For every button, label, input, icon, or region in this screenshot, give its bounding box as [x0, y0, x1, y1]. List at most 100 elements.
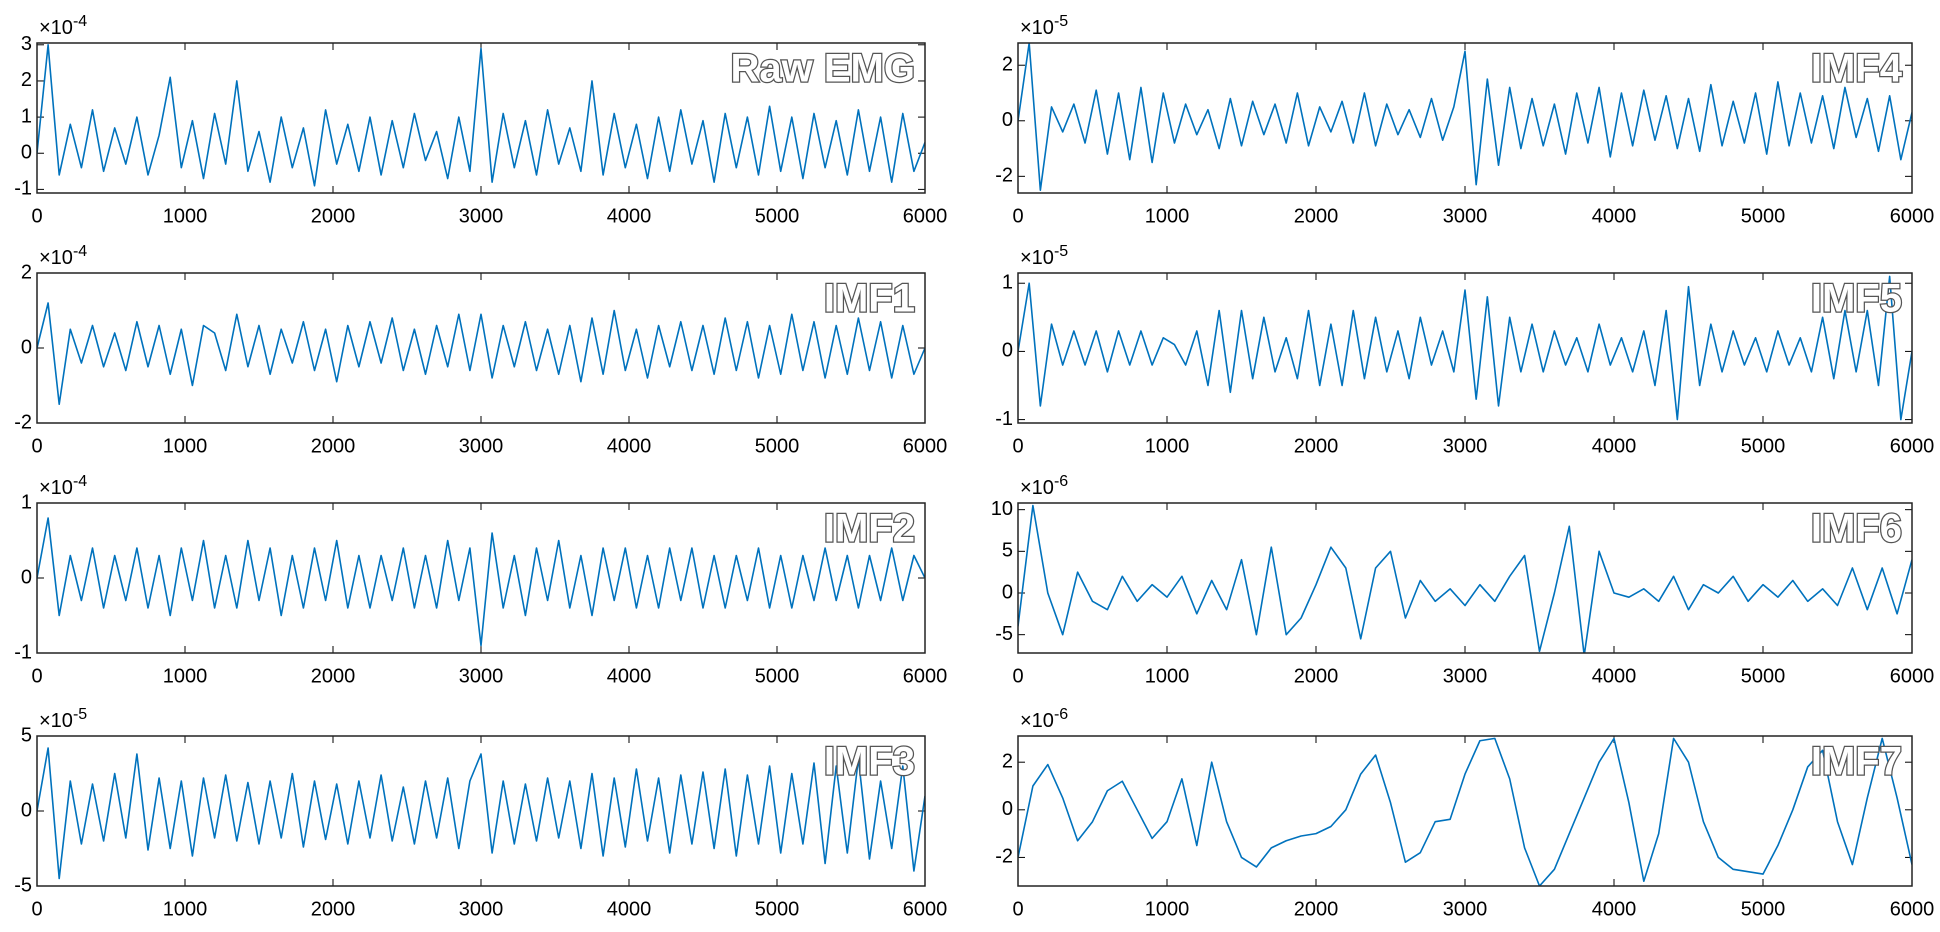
x-tick-label: 6000 — [903, 205, 948, 227]
signal-line — [1018, 43, 1912, 192]
axes-frame — [1017, 42, 1913, 194]
axes-frame — [1017, 502, 1913, 654]
signal-line — [1018, 737, 1912, 886]
y-scale-base: ×10 — [1020, 17, 1054, 39]
y-scale-base: ×10 — [39, 477, 73, 499]
y-scale-exponent: -4 — [73, 473, 87, 490]
axes-frame — [36, 735, 926, 887]
y-tick-label: -2 — [995, 846, 1013, 868]
plot-area — [1018, 737, 1912, 886]
x-tick-label: 0 — [31, 898, 42, 920]
y-tick-label: -1 — [14, 641, 32, 663]
y-scale: ×10-5 — [1020, 13, 1068, 39]
x-tick-label: 5000 — [755, 205, 800, 227]
y-tick-label: 1 — [21, 105, 32, 127]
x-tick-label: 2000 — [311, 205, 356, 227]
y-tick-label: -1 — [995, 408, 1013, 430]
y-scale-base: ×10 — [39, 710, 73, 732]
y-tick-label: 2 — [21, 69, 32, 91]
y-scale-base: ×10 — [1020, 710, 1054, 732]
y-tick-label: 0 — [1002, 109, 1013, 131]
x-tick-label: 5000 — [1741, 665, 1786, 687]
plot-area — [37, 302, 925, 406]
plot-area — [1018, 504, 1912, 653]
y-scale-base: ×10 — [1020, 477, 1054, 499]
x-tick-label: 4000 — [607, 435, 652, 457]
x-tick-label: 5000 — [1741, 205, 1786, 227]
y-scale: ×10-4 — [39, 13, 87, 39]
x-tick-label: 5000 — [755, 435, 800, 457]
panel-label: Raw EMG — [731, 47, 915, 91]
y-scale-exponent: -5 — [1054, 243, 1068, 260]
x-tick-label: 4000 — [1592, 205, 1637, 227]
x-tick-label: 0 — [31, 205, 42, 227]
x-tick-label: 3000 — [459, 665, 504, 687]
x-tick-label: 1000 — [1145, 435, 1190, 457]
x-tick-label: 3000 — [1443, 435, 1488, 457]
y-tick-label: 5 — [1002, 540, 1013, 562]
x-tick-label: 2000 — [311, 665, 356, 687]
y-scale: ×10-6 — [1020, 473, 1068, 499]
x-tick-label: 3000 — [459, 435, 504, 457]
x-tick-label: 5000 — [755, 665, 800, 687]
y-scale-exponent: -6 — [1054, 706, 1068, 723]
x-tick-label: 2000 — [311, 898, 356, 920]
signal-line — [1018, 275, 1912, 421]
x-tick-label: 6000 — [1890, 898, 1935, 920]
y-scale-exponent: -5 — [1054, 13, 1068, 30]
signal-line — [37, 44, 925, 187]
y-scale-exponent: -5 — [73, 706, 87, 723]
plot-area — [1018, 43, 1912, 192]
x-tick-label: 5000 — [1741, 435, 1786, 457]
x-tick-label: 2000 — [1294, 435, 1339, 457]
x-tick-label: 4000 — [607, 665, 652, 687]
x-tick-label: 6000 — [903, 435, 948, 457]
panel-label: IMF3 — [824, 740, 915, 784]
y-tick-label: 0 — [21, 336, 32, 358]
axes-frame — [1017, 272, 1913, 424]
y-tick-label: 2 — [1002, 750, 1013, 772]
x-tick-label: 1000 — [1145, 898, 1190, 920]
x-tick-label: 3000 — [1443, 898, 1488, 920]
y-scale: ×10-5 — [1020, 243, 1068, 269]
x-tick-label: 5000 — [755, 898, 800, 920]
x-tick-label: 1000 — [163, 898, 208, 920]
plot-area — [37, 44, 925, 187]
x-tick-label: 1000 — [1145, 665, 1190, 687]
signal-line — [37, 747, 925, 880]
axes-frame — [36, 502, 926, 654]
x-tick-label: 0 — [31, 435, 42, 457]
y-tick-label: -2 — [995, 165, 1013, 187]
y-tick-label: 2 — [1002, 54, 1013, 76]
y-scale: ×10-4 — [39, 473, 87, 499]
x-tick-label: 4000 — [607, 205, 652, 227]
x-tick-label: 5000 — [1741, 898, 1786, 920]
x-tick-label: 4000 — [1592, 898, 1637, 920]
x-tick-label: 4000 — [1592, 665, 1637, 687]
x-tick-label: 6000 — [903, 898, 948, 920]
y-scale-base: ×10 — [39, 247, 73, 269]
y-tick-label: 1 — [21, 491, 32, 513]
x-tick-label: 4000 — [1592, 435, 1637, 457]
panel-label: IMF7 — [1811, 740, 1902, 784]
x-tick-label: 4000 — [607, 898, 652, 920]
y-tick-label: 0 — [1002, 581, 1013, 603]
panel-label: IMF1 — [824, 277, 915, 321]
y-scale: ×10-6 — [1020, 706, 1068, 732]
y-scale-base: ×10 — [1020, 247, 1054, 269]
x-tick-label: 2000 — [1294, 898, 1339, 920]
panel-label: IMF2 — [824, 507, 915, 551]
y-tick-label: -5 — [14, 874, 32, 896]
signal-line — [1018, 504, 1912, 653]
y-scale-exponent: -4 — [73, 13, 87, 30]
y-tick-label: 0 — [1002, 798, 1013, 820]
x-tick-label: 3000 — [459, 205, 504, 227]
x-tick-label: 0 — [1012, 898, 1023, 920]
y-tick-label: 5 — [21, 724, 32, 746]
plot-area — [1018, 275, 1912, 421]
y-tick-label: -2 — [14, 411, 32, 433]
x-tick-label: 3000 — [459, 898, 504, 920]
panel-label: IMF5 — [1811, 277, 1902, 321]
x-tick-label: 1000 — [163, 665, 208, 687]
